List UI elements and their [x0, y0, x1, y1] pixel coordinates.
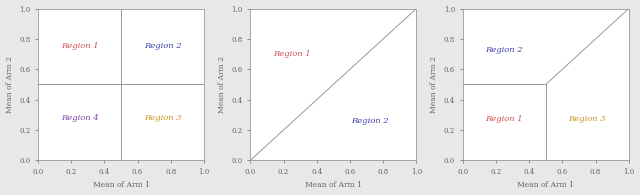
Text: Region 1: Region 1	[486, 115, 523, 123]
Text: Region 2: Region 2	[486, 45, 523, 53]
X-axis label: Mean of Arm 1: Mean of Arm 1	[517, 181, 574, 190]
X-axis label: Mean of Arm 1: Mean of Arm 1	[93, 181, 150, 190]
Y-axis label: Mean of Arm 2: Mean of Arm 2	[6, 56, 13, 113]
Y-axis label: Mean of Arm 2: Mean of Arm 2	[218, 56, 226, 113]
Text: Region 2: Region 2	[144, 43, 181, 51]
Text: Region 2: Region 2	[351, 117, 388, 125]
Text: Region 1: Region 1	[61, 43, 99, 51]
Text: Region 4: Region 4	[61, 114, 99, 122]
X-axis label: Mean of Arm 1: Mean of Arm 1	[305, 181, 362, 190]
Text: Region 3: Region 3	[144, 114, 181, 122]
Y-axis label: Mean of Arm 2: Mean of Arm 2	[430, 56, 438, 113]
Text: Region 3: Region 3	[568, 115, 606, 123]
Text: Region 1: Region 1	[273, 50, 311, 58]
